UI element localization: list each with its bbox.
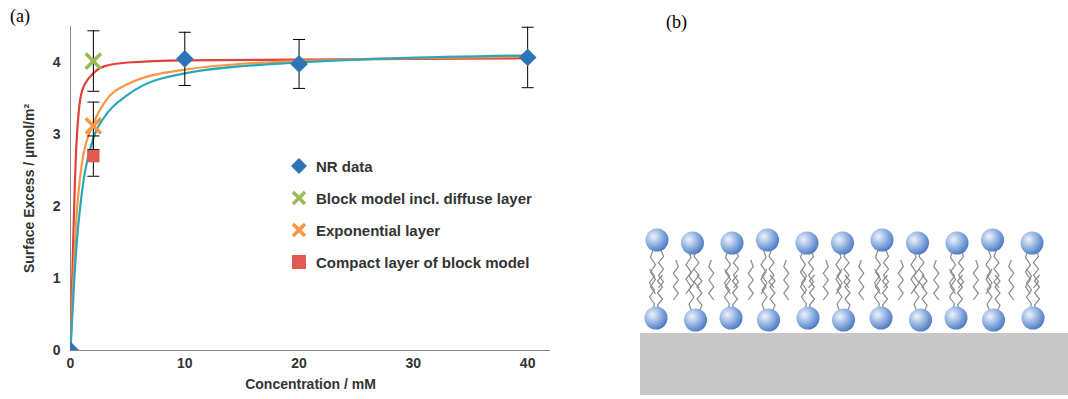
html-text:Exponential layer: Exponential layer: [316, 221, 441, 239]
html-text:(a): (a): [10, 6, 30, 26]
svg-text:Concentration / mM: Concentration / mM: [245, 376, 376, 392]
html-text:Compact layer of block model: Compact layer of block model: [316, 253, 530, 271]
svg-text:1: 1: [53, 270, 61, 286]
svg-text:20: 20: [291, 355, 307, 371]
svg-text:2: 2: [53, 198, 61, 214]
svg-text:Surface Excess / µmol/m²: Surface Excess / µmol/m²: [21, 104, 37, 273]
svg-text:0: 0: [67, 355, 75, 371]
svg-text:(b): (b): [666, 12, 687, 33]
svg-text:30: 30: [406, 355, 422, 371]
svg-text:10: 10: [177, 355, 193, 371]
html-text:NR data: NR data: [316, 157, 373, 175]
svg-text:3: 3: [53, 126, 61, 142]
html-text:Block model incl. diffuse laye: Block model incl. diffuse layer: [316, 189, 532, 207]
svg-text:40: 40: [520, 355, 536, 371]
svg-text:0: 0: [53, 342, 61, 358]
svg-text:4: 4: [53, 54, 61, 70]
